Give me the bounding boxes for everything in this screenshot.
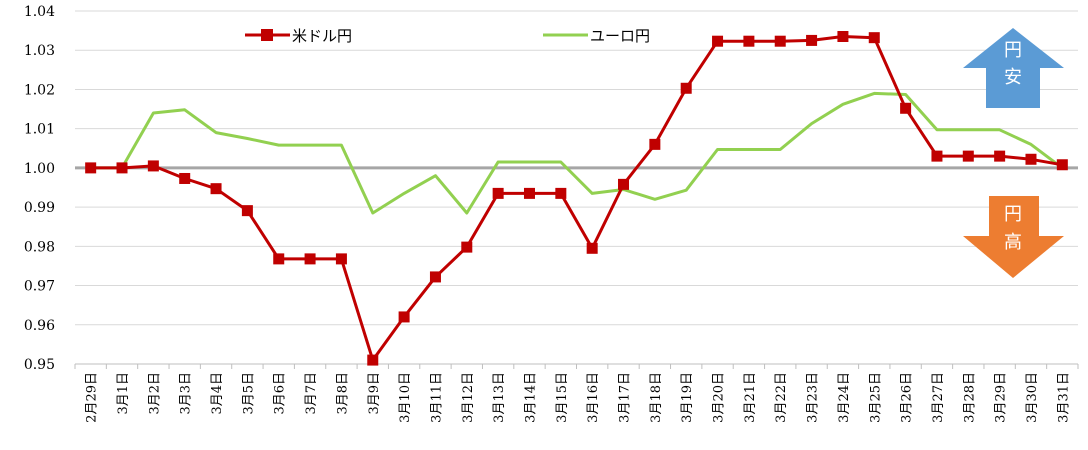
x-tick-label: 3月18日	[649, 372, 664, 423]
usdjpy-point	[680, 82, 692, 94]
usdjpy-point	[837, 30, 849, 42]
legend-label-eurjpy: ユーロ円	[590, 27, 650, 45]
yen-weak-label-2: 安	[1004, 67, 1022, 88]
x-tick-label: 3月31日	[1056, 372, 1071, 423]
y-axis: 0.95 0.96 0.97 0.98 0.99 1.00 1.01 1.02 1.03 1.04	[24, 4, 55, 373]
x-tick-label: 3月5日	[241, 372, 256, 415]
x-tick-label: 3月27日	[931, 372, 946, 423]
usdjpy-point	[398, 311, 410, 323]
x-tick-label: 3月15日	[555, 372, 570, 423]
x-tick-label: 3月14日	[523, 372, 538, 423]
x-tick-label: 3月24日	[837, 372, 852, 423]
x-tick-label: 3月17日	[618, 372, 633, 423]
down-arrow-icon	[963, 196, 1064, 278]
yen-weak-arrow: 円 安	[963, 28, 1064, 108]
x-tick-label: 3月11日	[429, 372, 444, 423]
x-tick-label: 3月10日	[398, 372, 413, 423]
yen-weak-label-1: 円	[1004, 40, 1022, 61]
usdjpy-point	[367, 354, 379, 366]
x-tick-label: 2月29日	[85, 372, 100, 423]
x-tick-label: 3月28日	[962, 372, 977, 423]
x-tick-label: 3月4日	[210, 372, 225, 415]
x-tick-label: 3月8日	[335, 372, 350, 415]
usdjpy-point	[712, 35, 724, 47]
usdjpy-point	[85, 162, 97, 174]
usdjpy-point	[994, 150, 1006, 162]
y-tick-label: 0.97	[24, 279, 55, 295]
x-tick-label: 3月21日	[743, 372, 758, 423]
legend: 米ドル円 ユーロ円	[245, 27, 650, 45]
x-tick-label: 3月19日	[680, 372, 695, 423]
usdjpy-point	[147, 160, 159, 172]
x-tick-label: 3月25日	[868, 372, 883, 423]
legend-item-usdjpy: 米ドル円	[245, 27, 352, 45]
usdjpy-point	[116, 162, 128, 174]
series-line-usdjpy	[89, 35, 1064, 362]
usdjpy-point	[806, 34, 818, 46]
series-lines	[89, 35, 1064, 362]
usdjpy-point	[273, 253, 285, 265]
x-tick-label: 3月2日	[147, 372, 162, 415]
series-markers	[85, 30, 1068, 366]
x-tick-label: 3月7日	[304, 372, 319, 415]
usdjpy-point	[179, 172, 191, 184]
usdjpy-point	[649, 138, 661, 150]
usdjpy-point	[210, 183, 222, 195]
usdjpy-point	[523, 187, 535, 199]
usdjpy-point	[461, 241, 473, 253]
usdjpy-point	[335, 253, 347, 265]
x-tick-label: 3月13日	[492, 372, 507, 423]
x-tick-label: 3月26日	[900, 372, 915, 423]
x-tick-label: 3月30日	[1025, 372, 1040, 423]
x-tick-label: 3月23日	[806, 372, 821, 423]
usdjpy-point	[868, 32, 880, 44]
up-arrow-icon	[963, 28, 1064, 108]
y-tick-label: 1.04	[24, 4, 55, 20]
usdjpy-point	[900, 102, 912, 114]
usdjpy-point	[304, 253, 316, 265]
x-tick-label: 3月6日	[273, 372, 288, 415]
usdjpy-point	[241, 205, 253, 217]
series-line-eurjpy	[89, 91, 1064, 215]
legend-marker-usdjpy	[261, 29, 273, 41]
x-tick-label: 3月29日	[994, 372, 1009, 423]
y-tick-label: 1.00	[24, 161, 55, 177]
y-tick-label: 0.99	[24, 200, 55, 216]
x-tick-label: 3月3日	[179, 372, 194, 415]
usdjpy-point	[743, 35, 755, 47]
legend-item-eurjpy: ユーロ円	[543, 27, 650, 45]
x-tick-label: 3月1日	[116, 372, 131, 415]
usdjpy-point	[492, 187, 504, 199]
legend-label-usdjpy: 米ドル円	[292, 27, 352, 45]
usdjpy-point	[1056, 159, 1068, 171]
usdjpy-point	[429, 271, 441, 283]
y-tick-label: 0.96	[24, 318, 55, 334]
yen-strong-label-1: 円	[1004, 204, 1022, 225]
x-tick-label: 3月20日	[712, 372, 727, 423]
gridlines	[75, 10, 1078, 365]
yen-strong-arrow: 円 高	[963, 196, 1064, 278]
x-tick-label: 3月16日	[586, 372, 601, 423]
y-tick-label: 0.95	[24, 357, 55, 373]
usdjpy-point	[586, 242, 598, 254]
x-tick-label: 3月12日	[461, 372, 476, 423]
y-tick-label: 0.98	[24, 239, 55, 255]
usdjpy-point	[555, 187, 567, 199]
usdjpy-point	[1025, 153, 1037, 165]
usdjpy-point	[931, 150, 943, 162]
x-axis: 2月29日 3月1日 3月2日 3月3日 3月4日 3月5日 3月6日 3月7日 3月8日 3月9…	[74, 363, 1079, 423]
y-tick-label: 1.01	[24, 122, 55, 138]
x-tick-label: 3月9日	[367, 372, 382, 415]
usdjpy-point	[774, 35, 786, 47]
usdjpy-point	[618, 178, 630, 190]
x-tick-label: 3月22日	[774, 372, 789, 423]
yen-strong-label-2: 高	[1004, 232, 1022, 253]
y-tick-label: 1.02	[24, 82, 55, 98]
usdjpy-point	[962, 150, 974, 162]
y-tick-label: 1.03	[24, 43, 55, 59]
